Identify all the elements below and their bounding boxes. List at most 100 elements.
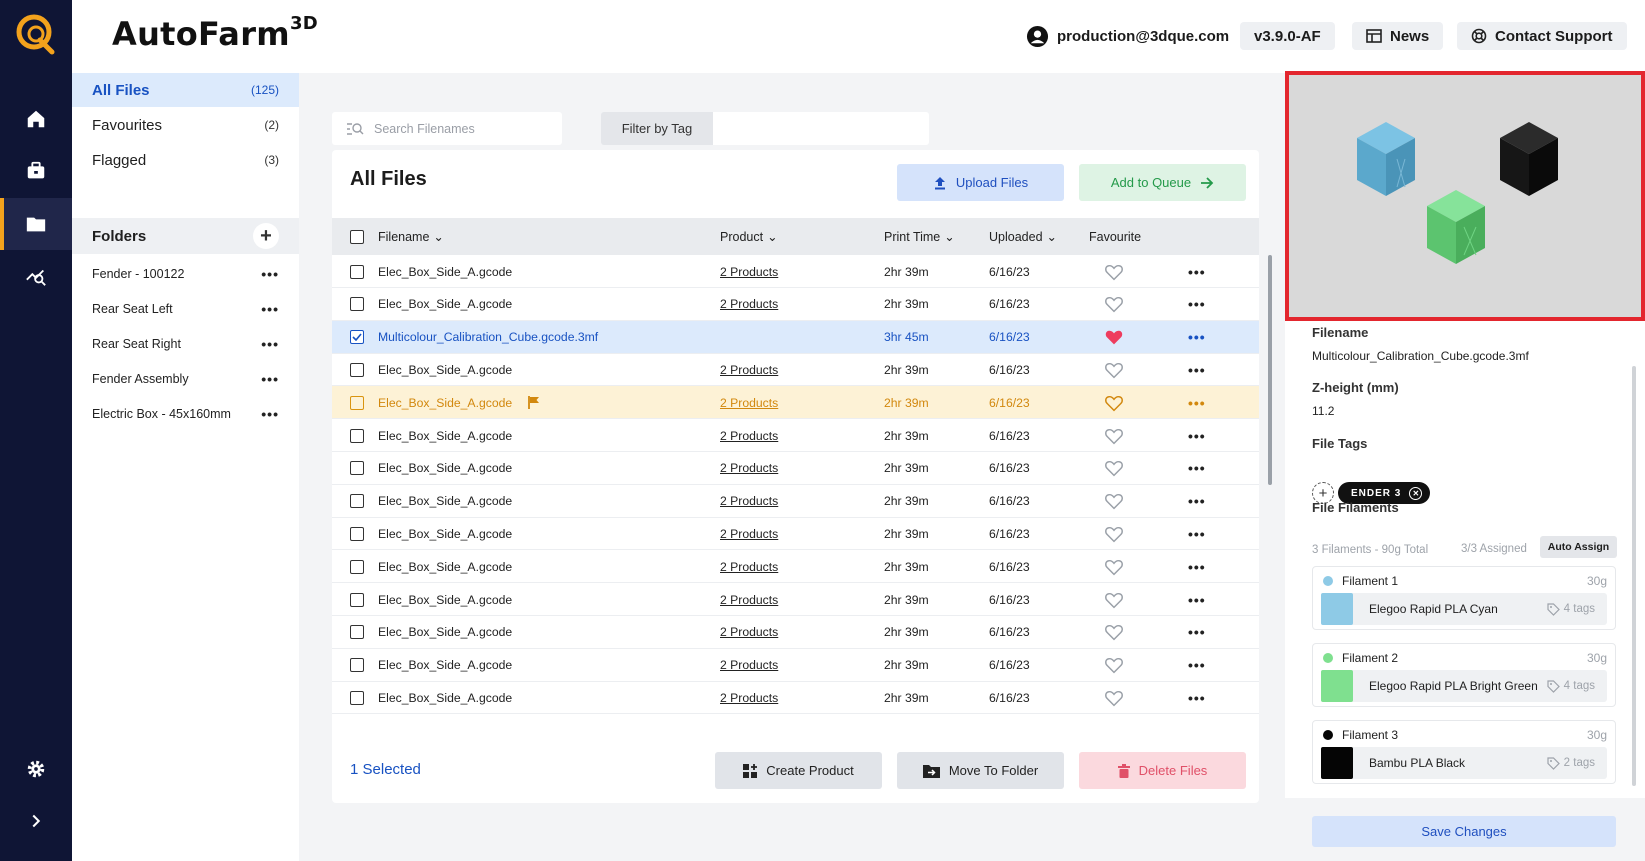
row-checkbox[interactable] [350,658,364,673]
more-options-icon[interactable]: ••• [1188,657,1206,674]
table-row[interactable]: Elec_Box_Side_A.gcode 2 Products 2hr 39m 6/… [332,386,1259,420]
product-link[interactable]: 2 Products [720,428,779,443]
favourite-heart-icon[interactable] [1104,452,1124,485]
product-link[interactable]: 2 Products [720,362,779,377]
folder-item[interactable]: Rear Seat Right ••• [72,329,299,359]
more-options-icon[interactable]: ••• [1188,525,1206,542]
nav-jobs[interactable] [0,145,72,197]
nav-expand[interactable] [0,795,72,847]
table-scrollbar[interactable] [1268,255,1272,485]
row-checkbox[interactable] [350,690,364,705]
product-link[interactable]: 2 Products [720,690,779,705]
more-options-icon[interactable]: ••• [261,301,279,317]
product-link[interactable]: 2 Products [720,461,779,476]
more-options-icon[interactable]: ••• [1188,558,1206,575]
more-options-icon[interactable]: ••• [261,406,279,422]
more-options-icon[interactable]: ••• [1188,689,1206,706]
row-checkbox[interactable] [350,494,364,509]
more-options-icon[interactable]: ••• [1188,394,1206,411]
product-link[interactable]: 2 Products [720,395,779,410]
select-all-checkbox[interactable] [350,229,364,244]
save-changes-button[interactable]: Save Changes [1312,816,1616,847]
search-input[interactable]: Search Filenames [332,112,562,145]
table-row[interactable]: Elec_Box_Side_A.gcode 2 Products 2hr 39m 6/… [332,681,1259,715]
table-row[interactable]: Elec_Box_Side_A.gcode 2 Products 2hr 39m 6/… [332,452,1259,485]
move-to-folder-button[interactable]: Move To Folder [897,752,1064,789]
more-options-icon[interactable]: ••• [261,371,279,387]
table-row[interactable]: Elec_Box_Side_A.gcode 2 Products 2hr 39m 6/… [332,583,1259,616]
more-options-icon[interactable]: ••• [261,336,279,352]
folder-item[interactable]: Electric Box - 45x160mm ••• [72,399,299,429]
filament-card[interactable]: Filament 2 30g Elegoo Rapid PLA Bright Gre… [1312,643,1616,707]
column-filename[interactable]: Filename ⌄ [378,229,444,245]
more-options-icon[interactable]: ••• [1188,329,1206,346]
product-link[interactable]: 2 Products [720,625,779,640]
more-options-icon[interactable]: ••• [1188,296,1206,313]
folder-item[interactable]: Fender - 100122 ••• [72,259,299,289]
table-row[interactable]: Elec_Box_Side_A.gcode 2 Products 2hr 39m 6/… [332,288,1259,321]
row-checkbox[interactable] [350,559,364,574]
product-link[interactable]: 2 Products [720,526,779,541]
nav-files[interactable] [0,198,72,250]
favourite-heart-icon[interactable] [1104,616,1124,649]
row-checkbox[interactable] [350,526,364,541]
product-link[interactable]: 2 Products [720,297,779,312]
column-uploaded[interactable]: Uploaded ⌄ [989,229,1057,245]
favourite-heart-icon[interactable] [1104,550,1124,583]
details-scrollbar[interactable] [1632,366,1636,786]
filament-material[interactable]: Bambu PLA Black 2 tags [1321,747,1607,779]
create-product-button[interactable]: Create Product [715,752,882,789]
table-row[interactable]: Elec_Box_Side_A.gcode 2 Products 2hr 39m 6/… [332,419,1259,452]
remove-tag-icon[interactable]: ✕ [1409,486,1423,500]
more-options-icon[interactable]: ••• [261,266,279,282]
auto-assign-button[interactable]: Auto Assign [1540,536,1617,558]
row-checkbox[interactable] [350,330,364,345]
table-row[interactable]: Elec_Box_Side_A.gcode 2 Products 2hr 39m 6/… [332,353,1259,387]
delete-files-button[interactable]: Delete Files [1079,752,1246,789]
autofarm-logo-icon[interactable] [14,12,58,56]
favourite-heart-icon[interactable] [1104,583,1124,616]
favourite-heart-icon[interactable] [1104,353,1124,386]
add-to-queue-button[interactable]: Add to Queue [1079,164,1246,201]
table-row[interactable]: Multicolour_Calibration_Cube.gcode.3mf 3h… [332,320,1259,354]
filament-card[interactable]: Filament 3 30g Bambu PLA Black 2 tags [1312,720,1616,784]
add-folder-button[interactable]: + [253,223,279,249]
row-checkbox[interactable] [350,428,364,443]
table-row[interactable]: Elec_Box_Side_A.gcode 2 Products 2hr 39m 6/… [332,649,1259,682]
favourite-heart-icon[interactable] [1104,419,1124,452]
folder-item[interactable]: Rear Seat Left ••• [72,294,299,324]
upload-files-button[interactable]: Upload Files [897,164,1064,201]
column-product[interactable]: Product ⌄ [720,229,778,245]
filament-material[interactable]: Elegoo Rapid PLA Cyan 4 tags [1321,593,1607,625]
user-account[interactable]: production@3dque.com [1026,22,1229,50]
filament-material[interactable]: Elegoo Rapid PLA Bright Green 4 tags [1321,670,1607,702]
row-checkbox[interactable] [350,362,364,377]
table-row[interactable]: Elec_Box_Side_A.gcode 2 Products 2hr 39m 6/… [332,485,1259,518]
nav-all-files[interactable]: All Files (125) [72,73,299,107]
favourite-heart-icon[interactable] [1104,649,1124,682]
nav-analytics[interactable] [0,250,72,302]
row-checkbox[interactable] [350,625,364,640]
nav-flagged[interactable]: Flagged (3) [92,151,279,169]
row-checkbox[interactable] [350,264,364,279]
favourite-heart-icon[interactable] [1104,288,1124,321]
more-options-icon[interactable]: ••• [1188,624,1206,641]
version-badge[interactable]: v3.9.0-AF [1240,22,1335,50]
table-row[interactable]: Elec_Box_Side_A.gcode 2 Products 2hr 39m 6/… [332,616,1259,649]
news-button[interactable]: News [1352,22,1444,50]
nav-favourites[interactable]: Favourites (2) [92,116,279,134]
row-checkbox[interactable] [350,461,364,476]
favourite-heart-icon[interactable] [1104,681,1124,714]
nav-home[interactable] [0,93,72,145]
contact-support-button[interactable]: Contact Support [1457,22,1627,50]
row-checkbox[interactable] [350,592,364,607]
favourite-heart-icon[interactable] [1104,255,1124,288]
favourite-heart-icon[interactable] [1104,321,1124,354]
more-options-icon[interactable]: ••• [1188,263,1206,280]
product-link[interactable]: 2 Products [720,264,779,279]
filament-card[interactable]: Filament 1 30g Elegoo Rapid PLA Cyan 4 tags [1312,566,1616,630]
more-options-icon[interactable]: ••• [1188,361,1206,378]
favourite-heart-icon[interactable] [1104,485,1124,518]
favourite-heart-icon[interactable] [1104,517,1124,550]
row-checkbox[interactable] [350,395,364,410]
